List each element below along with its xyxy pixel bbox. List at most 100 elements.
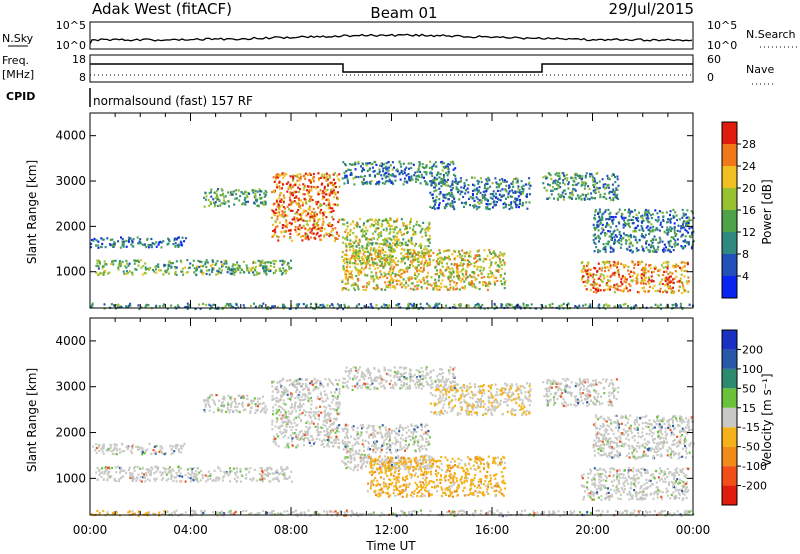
echo-cell [351,254,354,257]
echo-cell [377,223,380,226]
echo-cell [505,184,508,187]
echo-cell [121,475,124,478]
echo-cell [416,270,419,273]
echo-cell [490,275,493,278]
echo-cell [631,210,634,213]
echo-cell [254,190,257,193]
echo-cell [548,303,551,306]
echo-cell [668,242,671,246]
echo-cell [160,241,163,244]
echo-cell [443,206,446,209]
echo-cell [214,196,217,200]
echo-cell [303,186,306,189]
echo-cell [374,252,376,255]
echo-cell [625,281,628,284]
echo-cell [308,208,311,211]
echo-cell [453,200,456,203]
echo-cell [289,229,292,232]
echo-cell [103,271,106,274]
echo-cell [291,175,294,178]
echo-cell [447,184,450,187]
echo-cell [224,472,227,475]
echo-cell [519,193,522,196]
echo-cell [323,235,326,238]
echo-cell [363,234,366,237]
echo-cell [312,207,315,210]
echo-cell [346,181,349,184]
echo-cell [344,270,347,273]
echo-cell [95,451,98,454]
echo-cell [684,239,687,242]
echo-cell [338,173,341,176]
echo-cell [179,259,182,262]
echo-cell [366,229,369,232]
echo-cell [429,260,432,263]
echo-cell [347,277,349,280]
echo-cell [450,205,453,208]
echo-cell [497,186,500,189]
echo-cell [680,227,683,230]
echo-cell [297,202,300,205]
echo-cell [424,253,427,256]
echo-cell [154,305,157,309]
echo-cell [234,405,236,409]
echo-cell [423,263,426,266]
echo-cell [282,201,285,204]
echo-cell [593,197,596,200]
echo-cell [425,182,427,186]
echo-cell [147,246,150,249]
echo-cell [493,255,496,258]
echo-cell [223,470,226,473]
echo-cell [663,278,666,281]
echo-cell [315,233,318,236]
echo-cell [454,177,457,180]
echo-cell [647,270,650,273]
echo-cell [217,466,220,469]
echo-cell [291,218,294,221]
echo-cell [441,265,444,268]
echo-cell [115,471,118,474]
echo-cell [668,249,671,252]
echo-cell [264,269,267,272]
echo-cell [598,217,601,220]
echo-cell [589,272,592,275]
echo-cell [330,190,333,193]
echo-cell [222,405,225,408]
echo-cell [204,192,207,195]
echo-cell [446,181,448,184]
echo-cell [280,198,283,201]
echo-cell [364,254,367,257]
echo-cell [421,252,424,255]
echo-cell [410,255,413,258]
echo-cell [636,241,639,244]
echo-cell [366,219,369,222]
echo-cell [597,262,600,265]
echo-cell [592,234,595,237]
echo-cell [159,445,162,448]
echo-cell [650,239,653,242]
echo-cell [680,292,683,295]
echo-cell [621,275,624,278]
echo-cell [601,178,604,181]
echo-cell [595,186,598,189]
echo-cell [352,163,355,166]
echo-cell [167,242,170,245]
echo-cell [374,258,377,261]
echo-cell [423,170,426,174]
echo-cell [354,162,357,166]
echo-cell [434,273,437,276]
echo-cell [563,189,566,192]
echo-cell [161,452,164,455]
echo-cell [436,269,438,272]
echo-cell [334,191,337,194]
echo-cell [655,226,658,230]
echo-cell [645,239,648,243]
echo-cell [194,307,197,310]
echo-cell [587,273,590,276]
echo-cell [275,226,278,229]
echo-cell [432,164,435,167]
echo-cell [446,174,449,177]
echo-cell [427,253,430,256]
echo-cell [109,446,112,449]
echo-cell [658,236,661,239]
